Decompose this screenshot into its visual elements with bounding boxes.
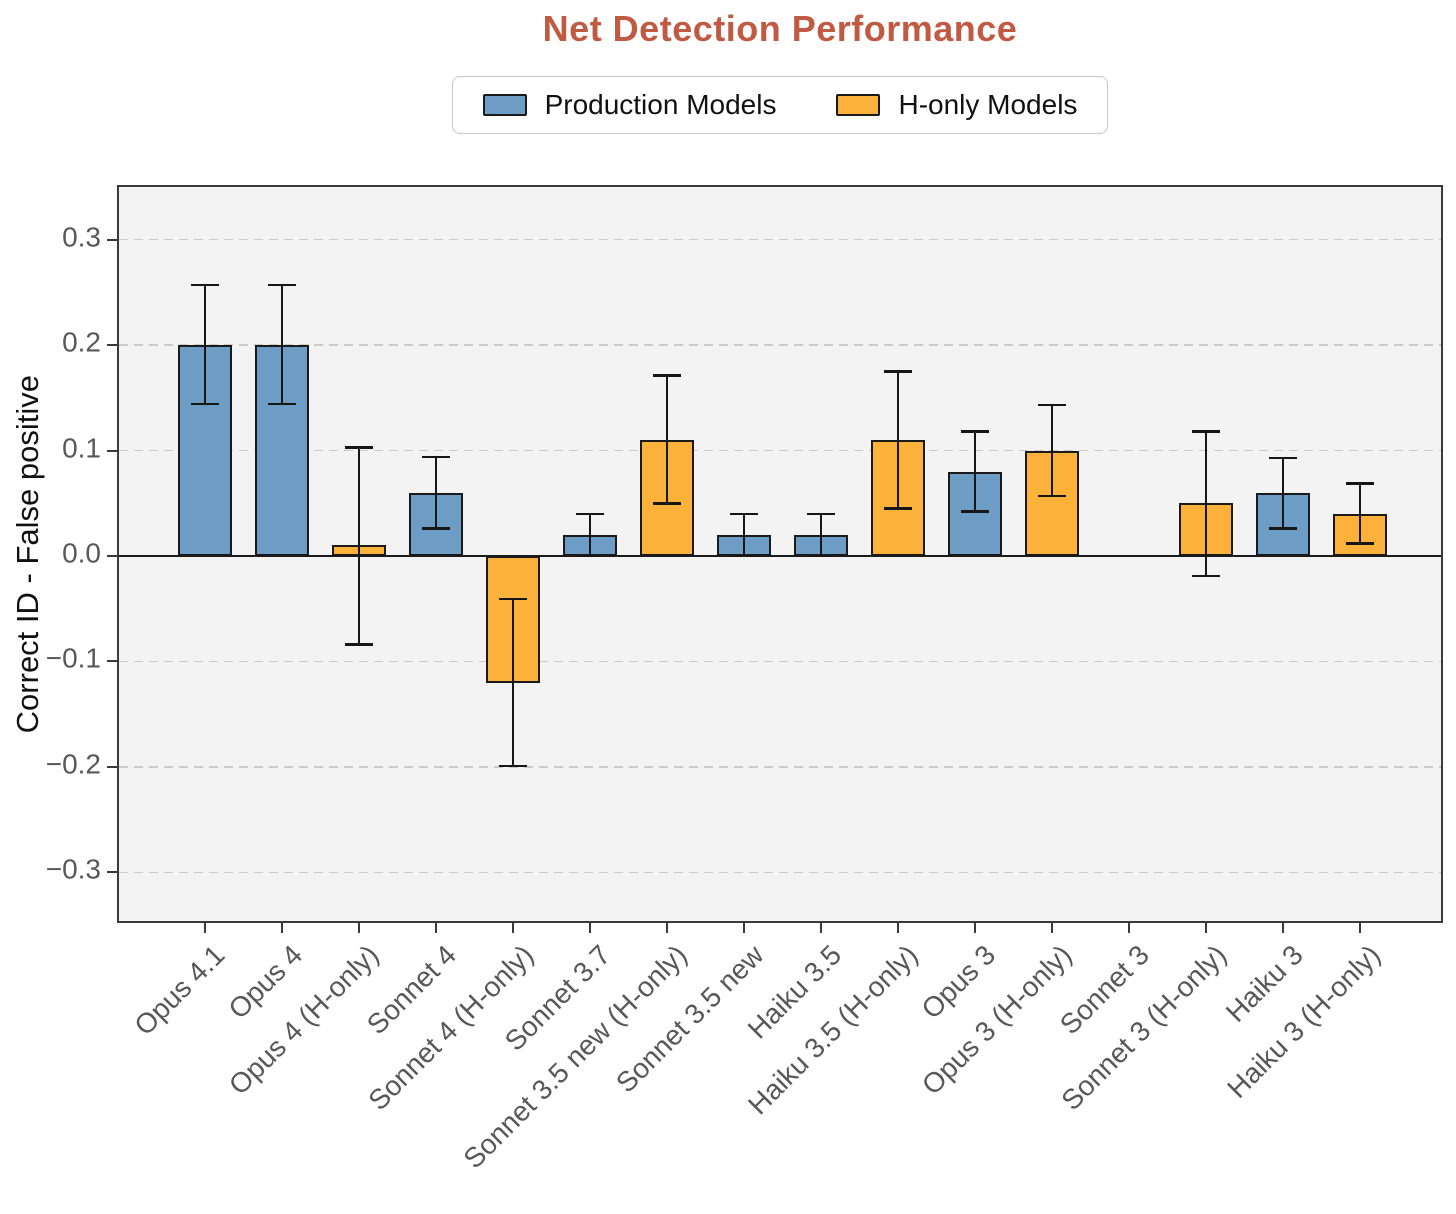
gridline	[119, 344, 1441, 346]
error-bar-cap	[1192, 574, 1220, 578]
y-tick-label: 0.2	[62, 326, 101, 358]
legend-label-h-only: H-only Models	[898, 89, 1078, 120]
error-bar-cap	[1192, 430, 1220, 433]
error-bar-cap	[499, 597, 527, 601]
error-bar-cap	[730, 554, 758, 558]
y-tick-mark	[107, 344, 117, 347]
y-tick-label: 0.0	[62, 537, 101, 569]
legend-item-production: Production Models	[482, 89, 777, 121]
y-tick-mark	[107, 449, 117, 452]
error-bar-cap	[422, 527, 450, 530]
y-tick-mark	[107, 871, 117, 874]
y-tick-mark	[107, 765, 117, 768]
y-tick-label: −0.1	[45, 642, 101, 674]
y-tick-label: 0.3	[62, 221, 101, 253]
error-bar-line	[203, 285, 207, 405]
y-tick-mark	[107, 555, 117, 557]
error-bar-line	[357, 447, 361, 645]
error-bar-line	[434, 456, 438, 529]
error-bar-cap	[1038, 403, 1066, 407]
x-tick-mark	[589, 923, 591, 933]
error-bar-line	[896, 371, 900, 509]
x-tick-label-text: Opus 4.1	[128, 939, 231, 1042]
x-tick-mark	[281, 923, 283, 933]
x-tick-mark	[204, 923, 206, 933]
error-bar-cap	[1269, 456, 1297, 460]
error-bar-line	[1358, 483, 1362, 544]
legend-item-h-only: H-only Models	[836, 89, 1077, 121]
error-bar-cap	[730, 512, 758, 516]
x-tick-mark	[820, 923, 822, 933]
x-tick-mark	[1359, 923, 1361, 933]
error-bar-cap	[268, 283, 296, 287]
error-bar-cap	[1269, 527, 1297, 530]
error-bar-cap	[422, 455, 450, 459]
gridline	[119, 660, 1441, 663]
error-bar-cap	[807, 554, 835, 558]
error-bar-cap	[191, 402, 219, 406]
error-bar-cap	[961, 430, 989, 433]
x-tick-mark	[974, 923, 976, 933]
y-tick-label: −0.3	[45, 853, 101, 885]
zero-line	[119, 555, 1441, 557]
gridline	[119, 449, 1441, 452]
plot-area	[107, 185, 1443, 933]
x-tick-mark	[435, 923, 437, 933]
error-bar-cap	[268, 402, 296, 406]
chart-title: Net Detection Performance	[542, 8, 1018, 49]
x-tick-mark	[358, 923, 360, 933]
legend-strip: Production Models H-only Models	[117, 76, 1443, 134]
x-tick-mark	[512, 923, 514, 933]
h-only-swatch	[836, 94, 881, 116]
x-tick-mark	[666, 923, 668, 933]
error-bar-line	[280, 285, 284, 405]
x-tick-mark	[1282, 923, 1284, 933]
error-bar-cap	[653, 374, 681, 377]
error-bar-cap	[653, 502, 681, 505]
y-tick-label: 0.1	[62, 431, 101, 463]
error-bar-cap	[345, 446, 373, 449]
error-bar-line	[742, 513, 746, 556]
error-bar-cap	[576, 554, 604, 558]
x-tick-mark	[1051, 923, 1053, 933]
legend-label-production: Production Models	[544, 89, 777, 120]
production-swatch	[482, 94, 527, 116]
error-bar-line	[819, 513, 823, 556]
error-bar-cap	[884, 370, 912, 373]
y-tick-label: −0.2	[45, 748, 101, 780]
error-bar-cap	[1038, 494, 1066, 498]
x-tick-mark	[1128, 923, 1130, 933]
error-bar-cap	[191, 283, 219, 287]
legend: Production Models H-only Models	[451, 76, 1109, 134]
y-tick-mark	[107, 238, 117, 241]
gridline	[119, 766, 1441, 768]
error-bar-cap	[1346, 482, 1374, 485]
x-tick-mark	[743, 923, 745, 933]
error-bar-cap	[576, 512, 604, 516]
error-bar-line	[511, 599, 515, 766]
error-bar-line	[1281, 457, 1285, 529]
bar-production	[1102, 555, 1156, 557]
error-bar-cap	[961, 510, 989, 513]
error-bar-cap	[884, 507, 912, 510]
error-bar-line	[588, 513, 592, 556]
error-bar-line	[1204, 431, 1208, 577]
error-bar-line	[973, 431, 977, 512]
y-tick-mark	[107, 660, 117, 663]
x-tick-mark	[1205, 923, 1207, 933]
error-bar-cap	[499, 764, 527, 768]
error-bar-cap	[1346, 542, 1374, 545]
error-bar-line	[1050, 405, 1054, 496]
x-tick-mark	[897, 923, 899, 933]
error-bar-cap	[345, 643, 373, 646]
error-bar-cap	[807, 512, 835, 516]
error-bar-line	[665, 375, 669, 504]
gridline	[119, 871, 1441, 874]
gridline	[119, 238, 1441, 241]
